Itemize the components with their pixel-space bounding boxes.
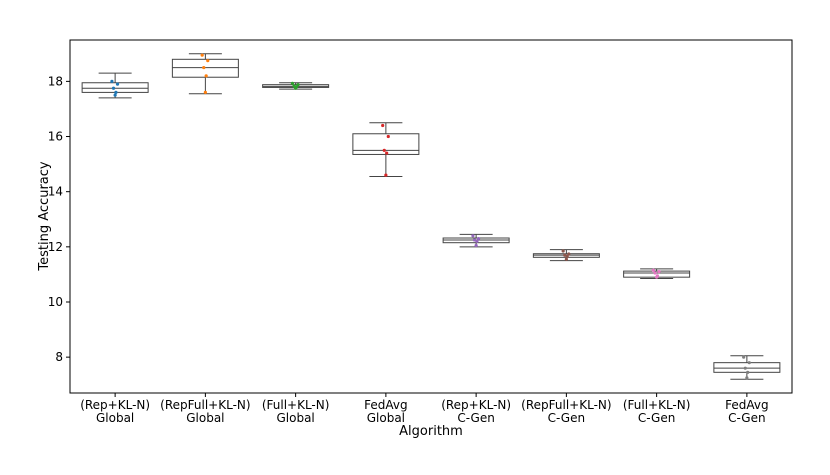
data-point [745, 376, 749, 380]
plot-area [69, 39, 793, 394]
data-point [651, 268, 656, 272]
data-point [382, 148, 386, 152]
x-tick-label-line: (RepFull+KL-N) [521, 398, 611, 412]
x-tick-label-line: (RepFull+KL-N) [160, 398, 250, 412]
data-point [292, 84, 296, 88]
data-point [384, 173, 388, 177]
y-tick-label: 10 [48, 295, 63, 309]
x-tick-label: FedAvg Global [364, 398, 407, 425]
x-tick-label: (RepFull+KL-N) C-Gen [521, 398, 611, 425]
x-tick-label-line: FedAvg [725, 398, 768, 412]
box-group [352, 122, 420, 178]
y-tick-label: 16 [48, 130, 63, 144]
iqr-box [352, 133, 420, 155]
x-tick-label-line: Global [96, 411, 134, 425]
data-point [743, 366, 747, 370]
box-group [262, 81, 330, 90]
y-tick-label: 12 [48, 240, 63, 254]
x-tick-label-line: Global [276, 411, 314, 425]
data-point [657, 270, 661, 274]
data-point [111, 86, 116, 90]
data-point [202, 65, 206, 70]
y-tick-label: 18 [48, 74, 63, 88]
data-point [203, 90, 207, 94]
x-axis: (Rep+KL-N) Global(RepFull+KL-N) Global(Ful… [80, 393, 769, 425]
data-point [742, 355, 746, 359]
x-tick-label-line: C-Gen [548, 411, 585, 425]
x-tick-label: (RepFull+KL-N) Global [160, 398, 250, 425]
data-point [565, 254, 569, 259]
data-point [564, 257, 568, 261]
box-group [623, 268, 691, 280]
data-point [563, 253, 567, 257]
y-axis: 8 10 12 14 16 18 [48, 74, 70, 364]
data-point [115, 82, 120, 86]
x-axis-title: Algorithm [399, 424, 463, 439]
data-point [206, 59, 210, 63]
x-tick-label-line: C-Gen [457, 411, 494, 425]
box-group [713, 355, 781, 380]
data-point [113, 93, 117, 97]
data-point [110, 79, 114, 83]
x-tick-label-line: Global [186, 411, 224, 425]
x-tick-label: (Rep+KL-N) C-Gen [441, 398, 511, 425]
box-group [442, 233, 510, 248]
y-axis-title: Testing Accuracy [37, 161, 52, 271]
box-group [81, 72, 149, 99]
x-tick-label-line: (Full+KL-N) [623, 398, 691, 412]
x-tick-label-line: FedAvg [364, 398, 407, 412]
box-group [171, 53, 239, 95]
data-point [296, 83, 300, 87]
box-group [532, 249, 600, 262]
data-point [476, 236, 481, 241]
data-point [472, 238, 477, 242]
y-tick-label: 8 [55, 350, 63, 364]
boxes [81, 53, 781, 380]
data-point [114, 90, 118, 94]
x-tick-label: (Full+KL-N) C-Gen [623, 398, 691, 425]
data-point [204, 74, 208, 78]
x-tick-label-line: C-Gen [728, 411, 765, 425]
data-point [294, 85, 299, 89]
data-point [381, 123, 385, 128]
y-tick-label: 14 [48, 185, 63, 199]
data-point [200, 53, 204, 57]
data-point [655, 274, 660, 278]
data-point [561, 249, 565, 253]
data-point [471, 234, 475, 238]
data-point [475, 239, 479, 243]
x-tick-label-line: Global [367, 411, 405, 425]
x-tick-label-line: C-Gen [638, 411, 675, 425]
x-tick-label-line: (Rep+KL-N) [441, 398, 511, 412]
x-tick-label-line: (Full+KL-N) [262, 398, 330, 412]
data-point [290, 81, 295, 85]
data-point [746, 370, 750, 374]
x-tick-label: (Full+KL-N) Global [262, 398, 330, 425]
iqr-box [713, 362, 781, 373]
data-point [385, 151, 389, 155]
data-point [653, 271, 657, 275]
x-tick-label-line: (Rep+KL-N) [80, 398, 150, 412]
data-point [386, 134, 390, 139]
data-point [567, 252, 571, 256]
iqr-box [81, 82, 149, 93]
data-point [747, 361, 751, 365]
x-tick-label: FedAvg C-Gen [725, 398, 768, 425]
data-point [474, 243, 478, 248]
x-tick-label: (Rep+KL-N) Global [80, 398, 150, 425]
